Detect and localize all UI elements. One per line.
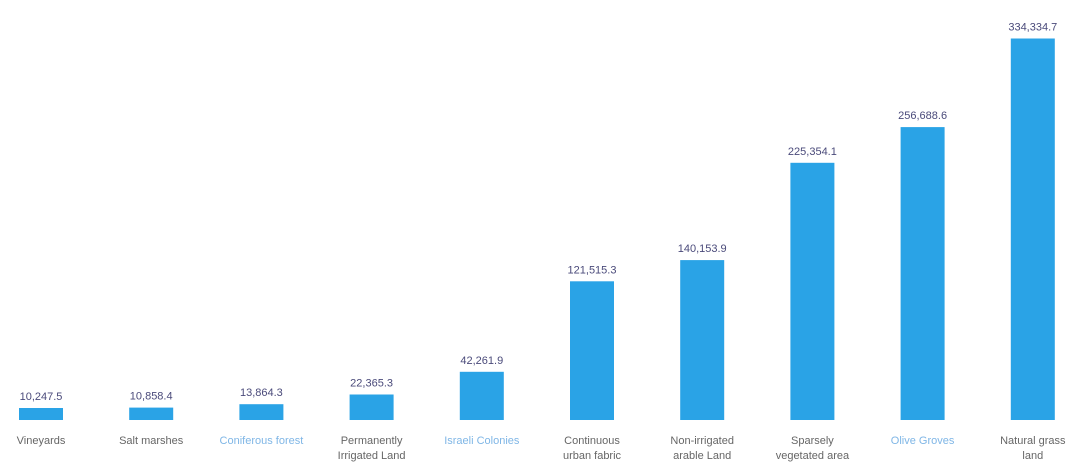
value-label-olive-groves: 256,688.6 bbox=[898, 110, 947, 122]
value-label-vineyards: 10,247.5 bbox=[20, 391, 63, 403]
value-label-natural-grass-land: 334,334.7 bbox=[1008, 22, 1057, 34]
category-label-line: vegetated area bbox=[776, 450, 850, 462]
category-label-line: Salt marshes bbox=[119, 435, 184, 447]
category-label-israeli-colonies: Israeli Colonies bbox=[444, 435, 520, 447]
category-label-line: Permanently bbox=[341, 435, 403, 447]
category-label-line: urban fabric bbox=[563, 450, 622, 462]
value-labels-layer: 10,247.5 10,858.4 13,864.3 22,365.3 42,261.9… bbox=[20, 22, 1058, 404]
bar-sparsely-vegetated-area bbox=[790, 162, 835, 421]
value-label-salt-marshes: 10,858.4 bbox=[130, 391, 173, 403]
value-label-continuous-urban-fabric: 121,515.3 bbox=[568, 264, 617, 276]
bar-vineyards bbox=[19, 408, 63, 420]
bars-layer bbox=[19, 38, 1055, 421]
category-label-line: Vineyards bbox=[17, 435, 66, 447]
bar-continuous-urban-fabric bbox=[570, 281, 614, 420]
category-label-natural-grass-land: Natural grass land bbox=[1000, 435, 1066, 462]
category-label-coniferous-forest: Coniferous forest bbox=[220, 435, 304, 447]
category-label-sparsely-vegetated-area: Sparsely vegetated area bbox=[776, 435, 850, 462]
category-label-line: Sparsely bbox=[791, 435, 834, 447]
category-label-line: Natural grass bbox=[1000, 435, 1066, 447]
category-label-line: Olive Groves bbox=[891, 435, 955, 447]
category-label-salt-marshes: Salt marshes bbox=[119, 435, 184, 447]
category-label-continuous-urban-fabric: Continuous urban fabric bbox=[563, 435, 622, 462]
bar-permanently-irrigated-land bbox=[349, 394, 394, 420]
category-label-line: Irrigated Land bbox=[338, 450, 406, 462]
category-label-line: land bbox=[1022, 450, 1043, 462]
value-label-israeli-colonies: 42,261.9 bbox=[460, 355, 503, 367]
category-label-line: Israeli Colonies bbox=[444, 435, 520, 447]
category-label-line: Non-irrigated bbox=[670, 435, 734, 447]
value-label-coniferous-forest: 13,864.3 bbox=[240, 387, 283, 399]
value-label-sparsely-vegetated-area: 225,354.1 bbox=[788, 146, 837, 158]
bar-israeli-colonies bbox=[459, 371, 504, 420]
category-label-permanently-irrigated-land: Permanently Irrigated Land bbox=[338, 435, 406, 462]
category-label-non-irrigated-arable-land: Non-irrigated arable Land bbox=[670, 435, 734, 462]
category-labels-layer: Vineyards Salt marshes Coniferous forest Pe… bbox=[17, 435, 1066, 462]
category-label-vineyards: Vineyards bbox=[17, 435, 66, 447]
category-label-line: Coniferous forest bbox=[220, 435, 304, 447]
value-label-non-irrigated-arable-land: 140,153.9 bbox=[678, 243, 727, 255]
bar-coniferous-forest bbox=[239, 404, 284, 420]
bar-natural-grass-land bbox=[1010, 38, 1055, 420]
category-label-line: arable Land bbox=[673, 450, 731, 462]
bar-olive-groves bbox=[900, 127, 945, 420]
category-label-olive-groves: Olive Groves bbox=[891, 435, 955, 447]
category-label-line: Continuous bbox=[564, 435, 620, 447]
value-label-permanently-irrigated-land: 22,365.3 bbox=[350, 378, 393, 390]
bar-salt-marshes bbox=[129, 407, 174, 420]
bar-non-irrigated-arable-land bbox=[680, 260, 725, 420]
